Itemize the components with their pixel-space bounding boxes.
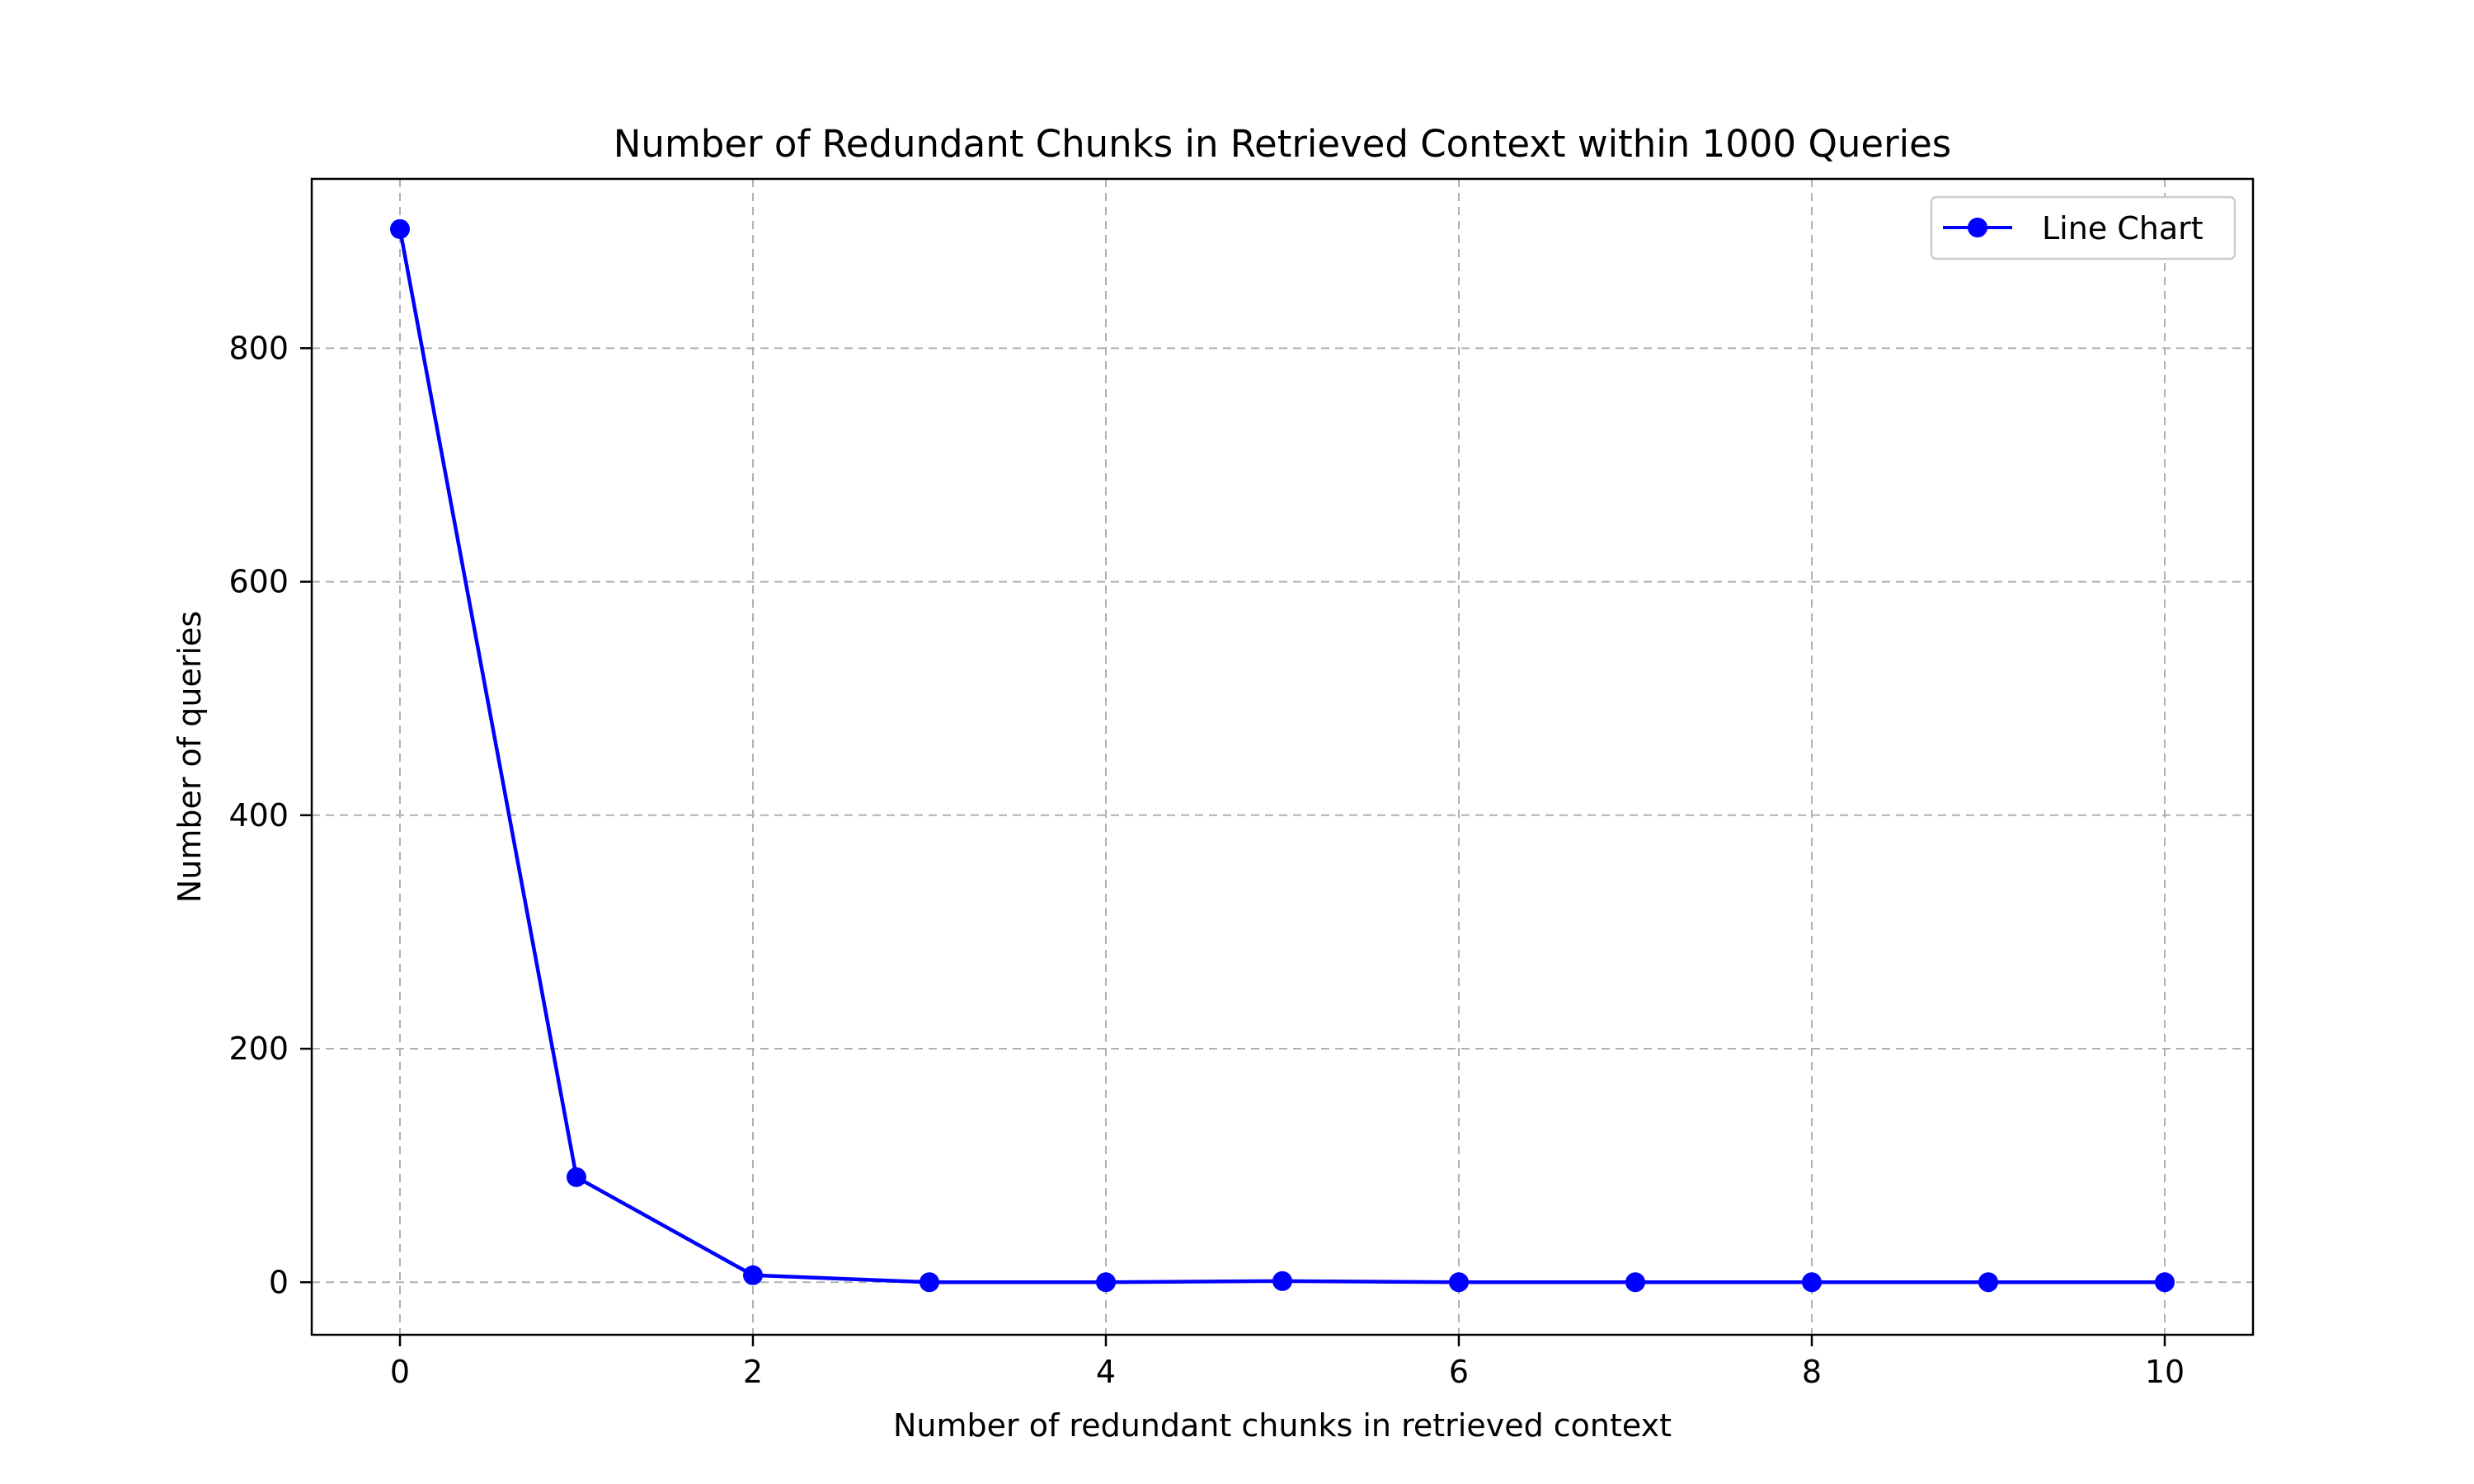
data-point bbox=[1272, 1270, 1292, 1291]
x-tick-label: 10 bbox=[2145, 1354, 2185, 1390]
y-tick-label: 600 bbox=[228, 564, 289, 600]
legend-entry-label: Line Chart bbox=[2042, 210, 2204, 247]
x-tick-label: 8 bbox=[1802, 1354, 1822, 1390]
y-tick-label: 800 bbox=[228, 330, 289, 366]
data-point bbox=[743, 1265, 763, 1285]
y-tick-label: 200 bbox=[228, 1031, 289, 1067]
data-point bbox=[1625, 1272, 1645, 1293]
x-tick-label: 4 bbox=[1096, 1354, 1116, 1390]
x-axis-ticks: 0 2 4 6 8 10 bbox=[390, 1335, 2185, 1390]
data-point bbox=[1802, 1272, 1822, 1293]
data-point bbox=[567, 1167, 586, 1187]
plot-frame bbox=[310, 177, 2255, 1336]
data-point bbox=[2155, 1272, 2175, 1293]
x-tick-label: 0 bbox=[390, 1354, 410, 1390]
legend-marker-sample bbox=[1968, 218, 1987, 237]
data-point bbox=[1449, 1272, 1469, 1293]
data-point bbox=[1978, 1272, 1998, 1293]
data-point bbox=[1096, 1272, 1116, 1293]
series-group bbox=[390, 218, 2175, 1293]
chart-title: Number of Redundant Chunks in Retrieved … bbox=[614, 122, 1951, 166]
data-point bbox=[920, 1272, 939, 1293]
x-axis-label: Number of redundant chunks in retrieved … bbox=[893, 1407, 1672, 1444]
y-tick-label: 0 bbox=[269, 1264, 289, 1300]
x-tick-label: 6 bbox=[1449, 1354, 1469, 1390]
legend: Line Chart bbox=[1930, 195, 2236, 261]
y-tick-label: 400 bbox=[228, 797, 289, 834]
y-axis-label: Number of queries bbox=[172, 611, 208, 903]
legend-box bbox=[1930, 195, 2236, 261]
data-point bbox=[390, 218, 410, 239]
x-tick-label: 2 bbox=[743, 1354, 763, 1390]
y-axis-ticks: 0 200 400 600 800 bbox=[228, 330, 312, 1300]
